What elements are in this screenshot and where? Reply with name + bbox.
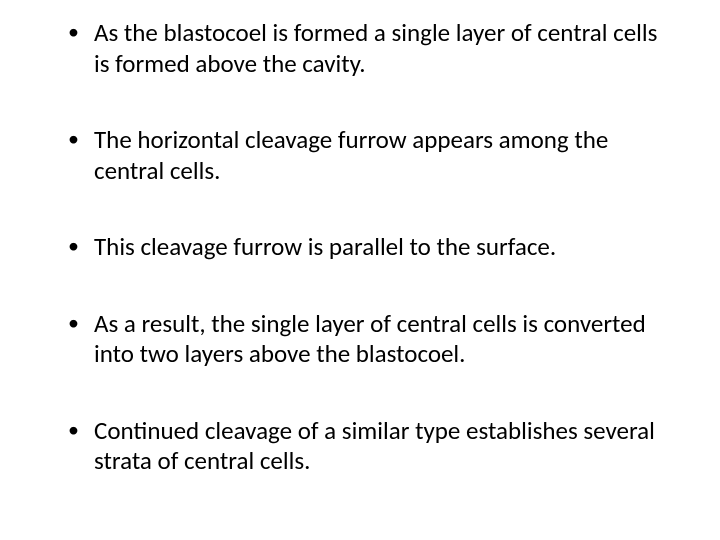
list-item: As the blastocoel is formed a single lay… — [60, 18, 660, 79]
list-item: As a result, the single layer of central… — [60, 309, 660, 370]
list-item: The horizontal cleavage furrow appears a… — [60, 125, 660, 186]
list-item: This cleavage furrow is parallel to the … — [60, 232, 660, 263]
bullet-list: As the blastocoel is formed a single lay… — [60, 18, 660, 477]
list-item: Continued cleavage of a similar type est… — [60, 416, 660, 477]
